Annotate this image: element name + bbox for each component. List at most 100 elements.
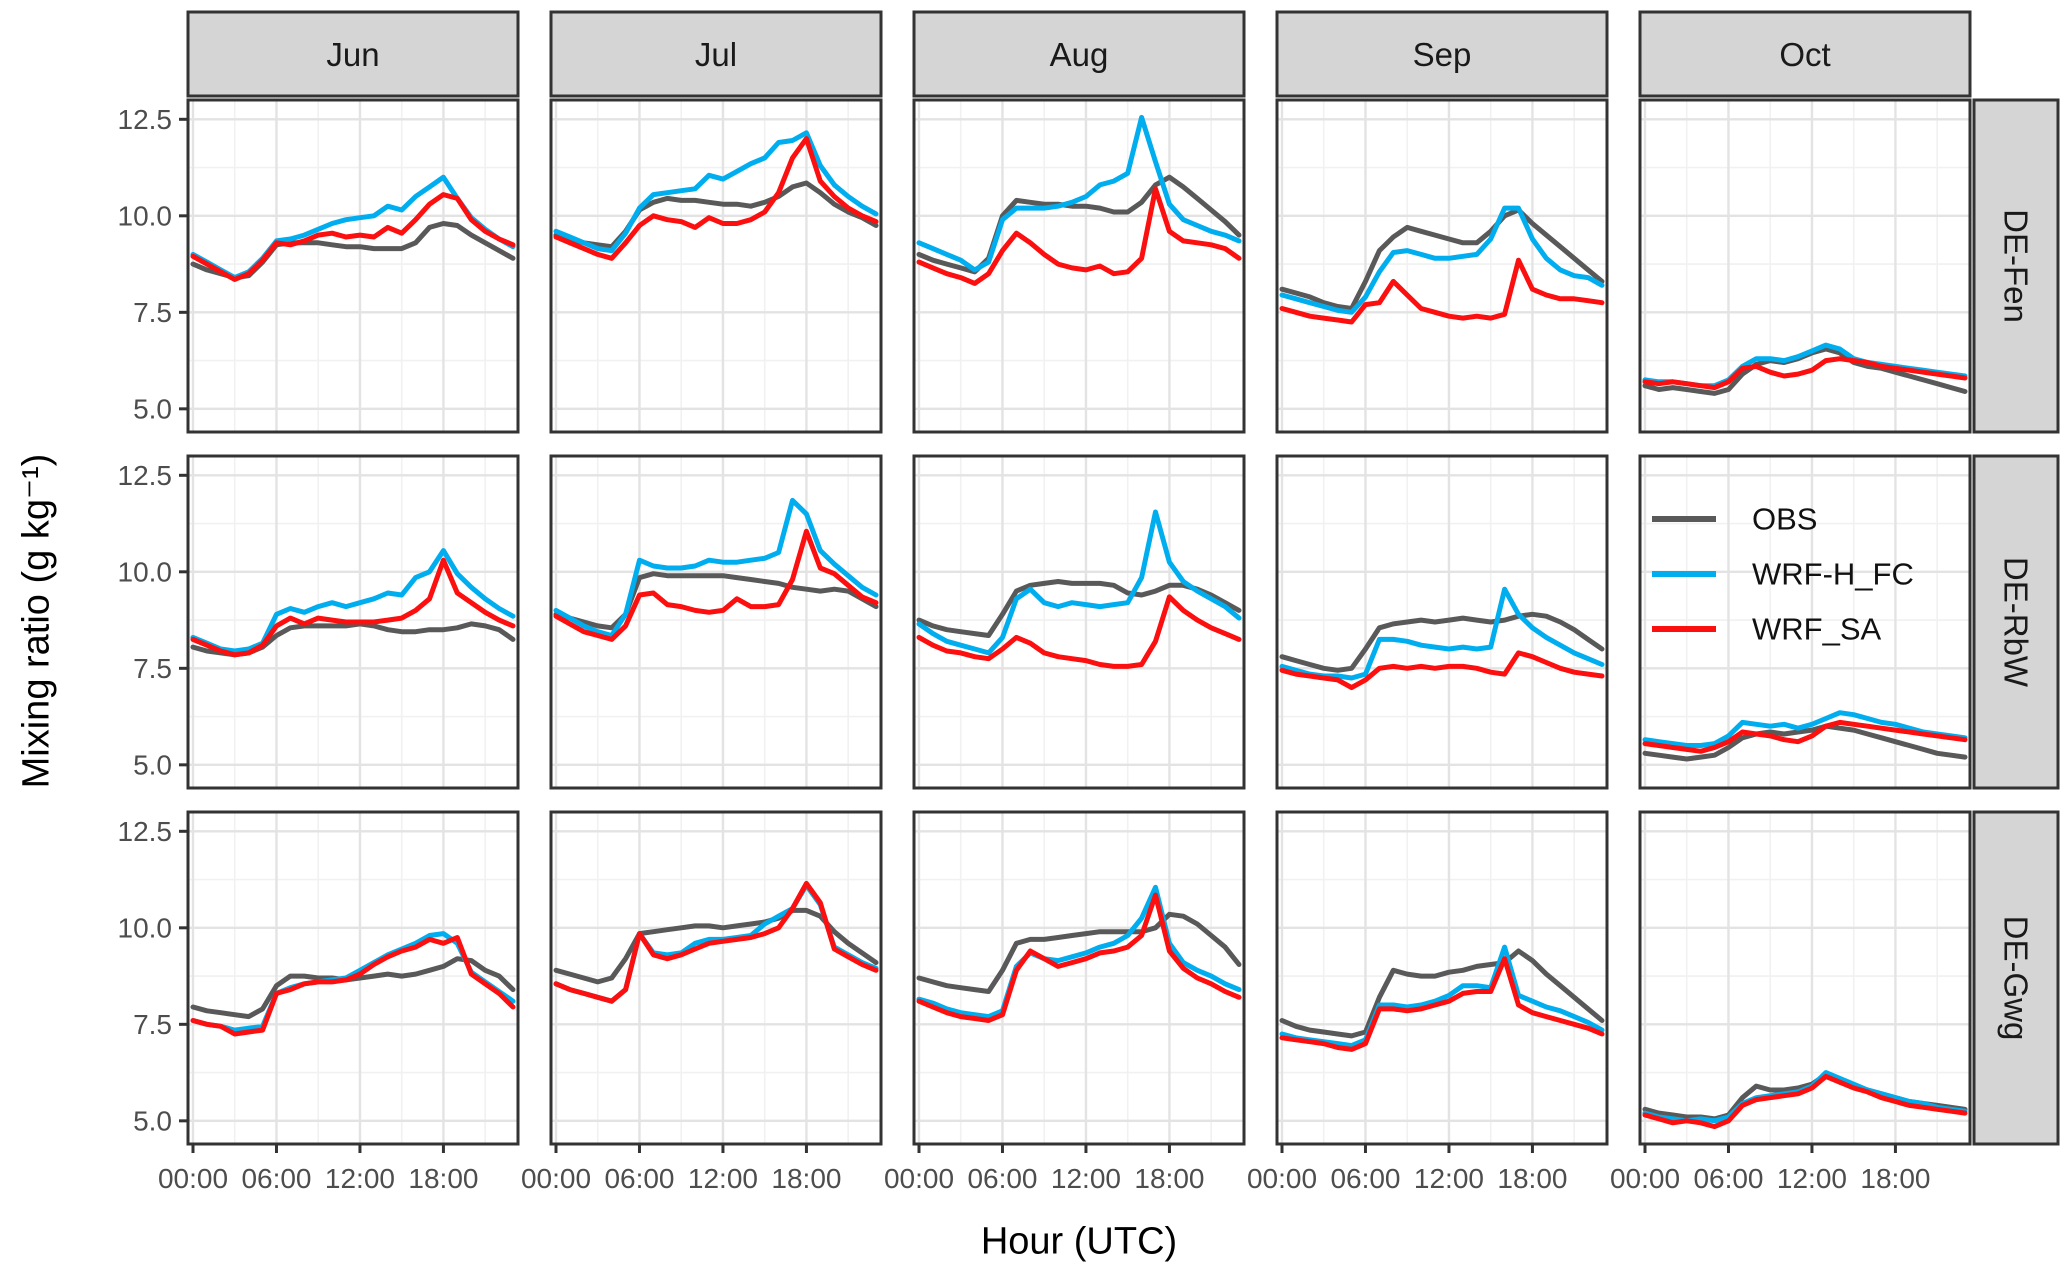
series-line-WRF_SA [916, 892, 1242, 1023]
panel-border [1275, 98, 1609, 434]
panel-Sep-DE-RbW [1275, 454, 1609, 790]
panel-Jul-DE-Gwg [549, 810, 883, 1146]
x-tick-label: 12:00 [1777, 1163, 1847, 1194]
y-tick-label: 5.0 [133, 749, 172, 780]
facet-column-strip-Aug: Aug [912, 10, 1246, 98]
panel-Oct-DE-RbW [1638, 454, 1972, 790]
series-line-WRF_SA [190, 935, 516, 1037]
y-tick-label: 7.5 [133, 1009, 172, 1040]
series-line-WRF-H_FC [1279, 586, 1605, 681]
series-line-OBS [553, 180, 879, 250]
x-tick-label: 00:00 [884, 1163, 954, 1194]
panel-border [1638, 810, 1972, 1146]
series-line-WRF_SA [916, 594, 1242, 669]
y-tick-label: 10.0 [118, 556, 173, 587]
legend: OBS WRF-H_FC WRF_SA [1652, 502, 1914, 647]
y-tick-label: 5.0 [133, 393, 172, 424]
series-line-WRF-H_FC [1279, 944, 1605, 1049]
panel-Oct-DE-Fen [1638, 98, 1972, 434]
x-axis-title: Hour (UTC) [980, 1220, 1178, 1263]
series-line-WRF-H_FC [916, 884, 1242, 1020]
series-line-OBS [1642, 723, 1968, 762]
series-line-WRF-H_FC [190, 548, 516, 654]
facet-column-strip-Sep: Sep [1275, 10, 1609, 98]
panel-border [186, 98, 520, 434]
series-line-WRF-H_FC [916, 509, 1242, 656]
panel-Jun-DE-RbW [186, 454, 520, 790]
series-line-OBS [1279, 207, 1605, 311]
facet-row-strip-DE-Gwg: DE-Gwg [1972, 810, 2060, 1146]
x-tick-label: 18:00 [1860, 1163, 1930, 1194]
panel-border [549, 98, 883, 434]
series-line-WRF_SA [1642, 356, 1968, 391]
y-tick-label: 12.5 [118, 104, 173, 135]
series-line-OBS [916, 911, 1242, 994]
facet-row-strip-DE-Fen: DE-Fen [1972, 98, 2060, 434]
x-tick-label: 06:00 [1330, 1163, 1400, 1194]
panel-Jun-DE-Gwg [186, 810, 520, 1146]
facet-row-label: DE-RbW [1998, 557, 2035, 688]
x-tick-label: 06:00 [1693, 1163, 1763, 1194]
series-line-WRF_SA [190, 557, 516, 658]
y-tick-label: 12.5 [118, 816, 173, 847]
legend-item-OBS: OBS [1652, 502, 1817, 537]
series-line-WRF_SA [1642, 719, 1968, 754]
panel-Jul-DE-RbW [549, 454, 883, 790]
panel-Aug-DE-Fen [912, 98, 1246, 434]
series-line-OBS [1279, 611, 1605, 673]
series-line-WRF_SA [1279, 956, 1605, 1052]
panel-Sep-DE-Gwg [1275, 810, 1609, 1146]
panel-border [549, 454, 883, 790]
facet-column-label: Aug [1050, 36, 1109, 73]
facet-column-label: Sep [1413, 36, 1472, 73]
series-line-WRF-H_FC [916, 114, 1242, 273]
series-line-WRF_SA [553, 136, 879, 261]
legend-label: OBS [1752, 502, 1817, 537]
series-line-OBS [553, 571, 879, 631]
y-tick-label: 10.0 [118, 912, 173, 943]
panel-border [549, 810, 883, 1146]
panel-border [186, 810, 520, 1146]
panel-border [1638, 454, 1972, 790]
y-tick-label: 10.0 [118, 200, 173, 231]
x-tick-label: 06:00 [967, 1163, 1037, 1194]
facet-column-strip-Jun: Jun [186, 10, 520, 98]
facet-row-label: DE-Gwg [1998, 916, 2035, 1041]
facet-column-strip-Jul: Jul [549, 10, 883, 98]
y-tick-label: 7.5 [133, 297, 172, 328]
x-tick-label: 06:00 [604, 1163, 674, 1194]
facet-column-label: Oct [1779, 36, 1830, 73]
x-tick-label: 12:00 [688, 1163, 758, 1194]
facet-column-label: Jun [326, 36, 379, 73]
x-tick-label: 12:00 [325, 1163, 395, 1194]
x-tick-label: 06:00 [241, 1163, 311, 1194]
series-line-WRF_SA [553, 528, 879, 642]
y-axis-title: Mixing ratio (g kg⁻¹) [15, 453, 58, 789]
y-tick-label: 12.5 [118, 460, 173, 491]
panel-Jul-DE-Fen [549, 98, 883, 434]
x-tick-label: 00:00 [1247, 1163, 1317, 1194]
facet-column-label: Jul [695, 36, 737, 73]
panel-border [1638, 98, 1972, 434]
legend-label: WRF_SA [1752, 612, 1882, 647]
series-line-WRF_SA [1279, 257, 1605, 325]
panel-border [186, 454, 520, 790]
panel-border [912, 810, 1246, 1146]
panel-Aug-DE-RbW [912, 454, 1246, 790]
series-line-WRF_SA [190, 192, 516, 282]
x-tick-label: 18:00 [1134, 1163, 1204, 1194]
facet-row-strip-DE-RbW: DE-RbW [1972, 454, 2060, 790]
panel-Jun-DE-Fen [186, 98, 520, 434]
panel-Aug-DE-Gwg [912, 810, 1246, 1146]
x-tick-label: 00:00 [1610, 1163, 1680, 1194]
y-tick-label: 7.5 [133, 653, 172, 684]
series-line-WRF-H_FC [553, 130, 879, 254]
x-tick-label: 18:00 [408, 1163, 478, 1194]
series-line-WRF-H_FC [553, 497, 879, 638]
panel-Sep-DE-Fen [1275, 98, 1609, 434]
panel-border [1275, 810, 1609, 1146]
x-tick-label: 00:00 [521, 1163, 591, 1194]
series-line-WRF_SA [553, 880, 879, 1004]
